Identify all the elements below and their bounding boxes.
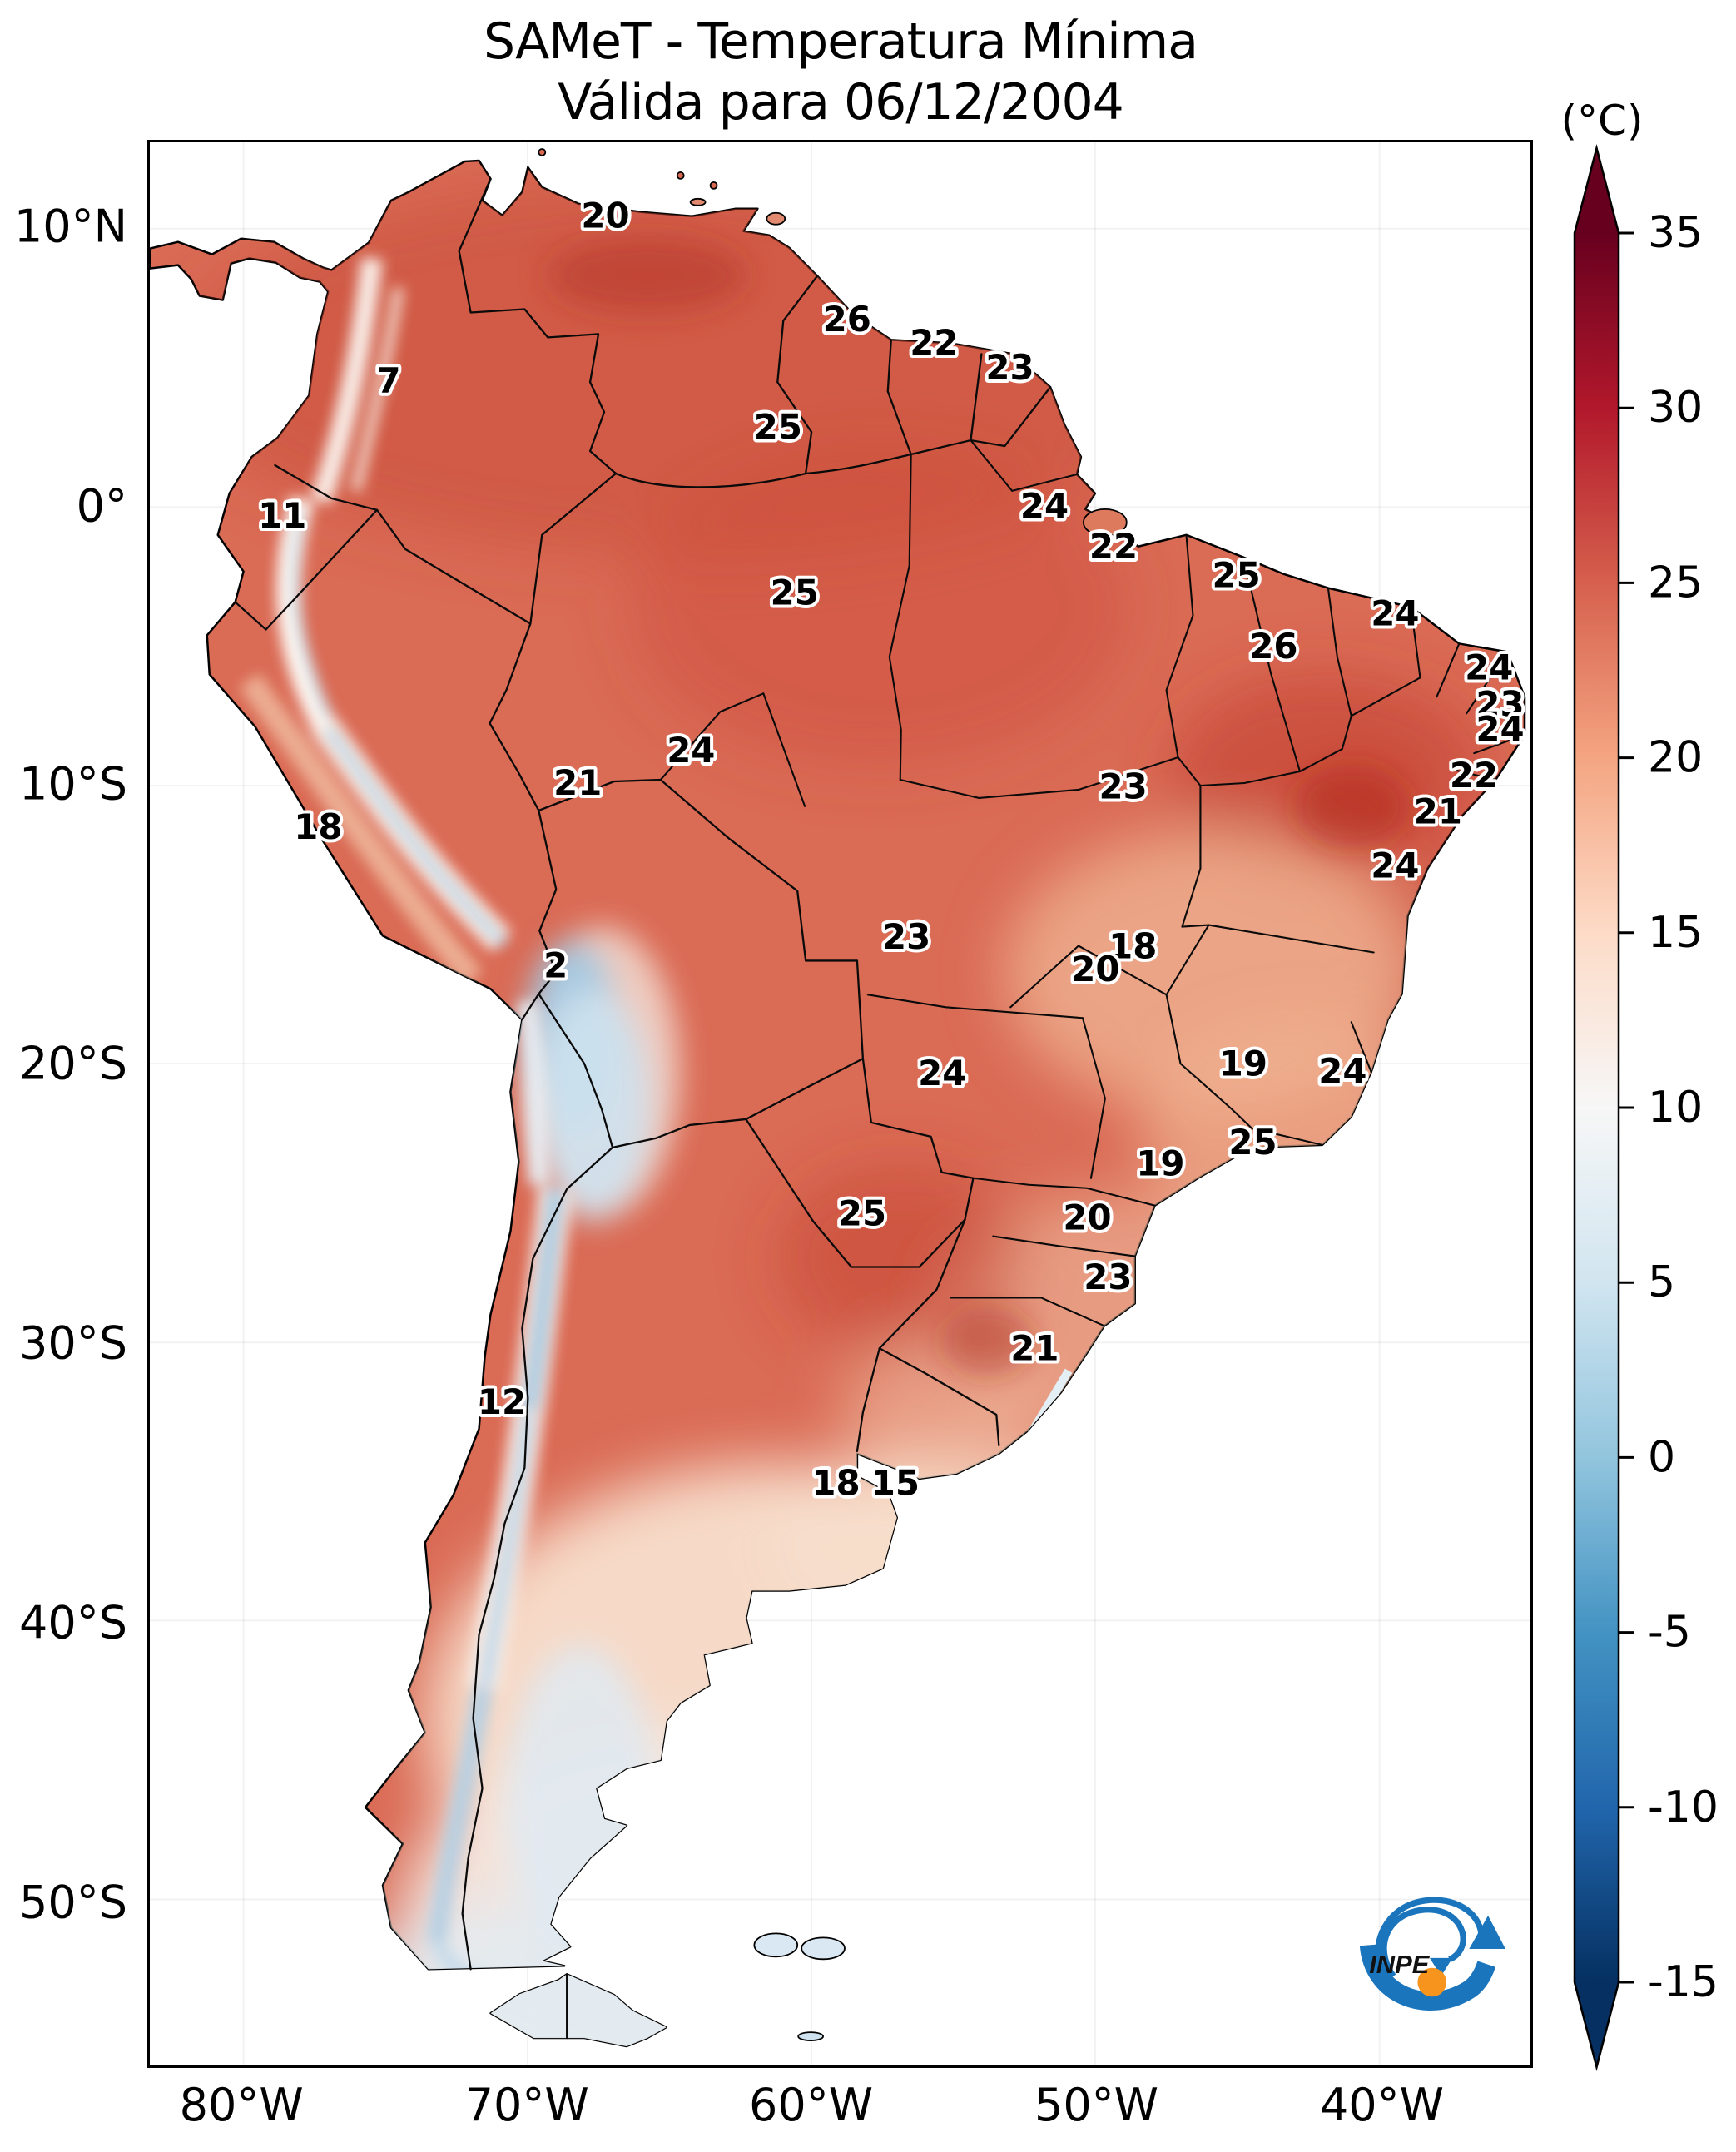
station-temp-label: 21 — [1414, 791, 1462, 832]
colorbar-tick-label: -15 — [1648, 1957, 1719, 2007]
station-temp-label: 24 — [1465, 647, 1513, 687]
lat-tick-label: 30°S — [19, 1316, 127, 1370]
station-temp-label: 24 — [1371, 593, 1419, 634]
colorbar-tick-label: 20 — [1648, 733, 1703, 783]
colorbar-tick-label: 10 — [1648, 1083, 1703, 1133]
country-borders — [234, 177, 1052, 2040]
station-temp-label: 22 — [1450, 755, 1498, 796]
colorbar-unit-label: (°C) — [1560, 97, 1644, 145]
station-temp-label: 19 — [1136, 1143, 1184, 1184]
station-temp-label: 19 — [1219, 1043, 1267, 1083]
station-temp-label: 25 — [754, 407, 802, 448]
station-temp-label: 23 — [882, 916, 930, 957]
colorbar-tick-label: 5 — [1648, 1257, 1675, 1307]
station-temp-label: 25 — [771, 572, 819, 612]
lon-tick-label: 50°W — [1034, 2079, 1159, 2131]
lat-tick-label: 10°N — [13, 200, 127, 253]
inpe-logo-orbit-inner — [1381, 1907, 1466, 1979]
colorbar-tick-label: -5 — [1648, 1608, 1691, 1658]
station-temp-label: 18 — [811, 1462, 860, 1503]
station-temp-label: 25 — [838, 1193, 886, 1234]
station-temp-label: 7 — [376, 360, 400, 401]
inpe-logo-orbit-outer — [1374, 1897, 1485, 1981]
station-temp-label: 23 — [1084, 1257, 1132, 1297]
station-temp-label: 23 — [1476, 683, 1524, 724]
colorbar-tick-label: -10 — [1648, 1783, 1719, 1832]
station-temp-label: 24 — [1318, 1051, 1366, 1092]
colorbar-bar — [1573, 144, 1620, 2071]
title-line1: SAMeT - Temperatura Mínima — [483, 12, 1198, 71]
state-borders — [659, 439, 1526, 1327]
station-temp-label: 24 — [918, 1053, 966, 1093]
station-temp-label: 22 — [1089, 526, 1138, 567]
lat-tick-label: 10°S — [19, 757, 127, 811]
longitude-axis: 80°W 70°W 60°W 50°W 40°W — [147, 2079, 1533, 2145]
inpe-logo-sun — [1417, 1968, 1446, 1997]
lon-tick-label: 80°W — [179, 2079, 304, 2131]
islands — [538, 148, 1128, 2041]
station-temp-label: 25 — [1228, 1122, 1277, 1163]
title-line2: Válida para 06/12/2004 — [558, 73, 1124, 132]
colorbar-tick-label: 0 — [1648, 1432, 1675, 1482]
station-temp-label: 24 — [1371, 845, 1419, 885]
map-plot-area: 20 26 22 23 25 7 11 24 22 25 25 26 24 24 23 24 22 21 24 21 2… — [147, 140, 1533, 2068]
station-temp-label: 22 — [910, 322, 958, 363]
inpe-logo-text: INPE — [1369, 1950, 1431, 1979]
station-temp-label: 24 — [667, 730, 715, 771]
station-temp-label: 15 — [871, 1462, 920, 1503]
station-temp-label: 26 — [823, 299, 871, 340]
station-temp-label: 23 — [1099, 766, 1147, 807]
lon-tick-label: 60°W — [748, 2079, 874, 2131]
lat-tick-label: 0° — [76, 479, 127, 533]
station-temp-label: 12 — [478, 1381, 526, 1422]
station-temp-label: 20 — [1063, 1197, 1111, 1237]
lon-tick-label: 70°W — [464, 2079, 589, 2131]
station-temp-label: 26 — [1249, 626, 1297, 667]
lat-tick-label: 40°S — [19, 1596, 127, 1649]
lon-tick-label: 40°W — [1319, 2079, 1445, 2131]
station-temp-label: 24 — [1020, 485, 1069, 526]
station-temp-label: 20 — [1071, 949, 1119, 989]
lat-tick-label: 50°S — [19, 1876, 127, 1929]
colorbar-tick-label: 30 — [1648, 383, 1703, 433]
colorbar-tick-label: 15 — [1648, 908, 1703, 958]
station-temp-label: 2 — [543, 945, 568, 986]
station-temp-label: 21 — [553, 762, 602, 803]
colorbar-ticks: 35 30 25 20 15 10 5 0 -5 -10 -15 — [1619, 208, 1719, 2007]
station-temp-label: 25 — [1213, 554, 1261, 595]
colorbar-tick-label: 25 — [1648, 558, 1703, 607]
latitude-axis: 10°N 0° 10°S 20°S 30°S 40°S 50°S — [0, 140, 137, 2068]
station-temp-label: 20 — [581, 195, 629, 236]
colorbar-tick-label: 35 — [1648, 208, 1703, 258]
map-title: SAMeT - Temperatura Mínima Válida para 0… — [0, 12, 1681, 133]
station-temp-label: 18 — [294, 806, 342, 847]
station-temp-label: 21 — [1010, 1327, 1059, 1368]
station-temp-label: 23 — [985, 347, 1034, 388]
inpe-logo-orbit-arrowhead — [1429, 1958, 1452, 1977]
lat-tick-label: 20°S — [19, 1037, 127, 1090]
station-temp-label: 24 — [1476, 708, 1524, 749]
station-temp-label: 11 — [258, 495, 306, 536]
inpe-logo: INPE — [1359, 1897, 1505, 2011]
colorbar: 35 30 25 20 15 10 5 0 -5 -10 -15 — [1573, 144, 1719, 2071]
inpe-logo-arrowhead — [1468, 1916, 1505, 1950]
station-temp-label: 18 — [1109, 925, 1157, 966]
